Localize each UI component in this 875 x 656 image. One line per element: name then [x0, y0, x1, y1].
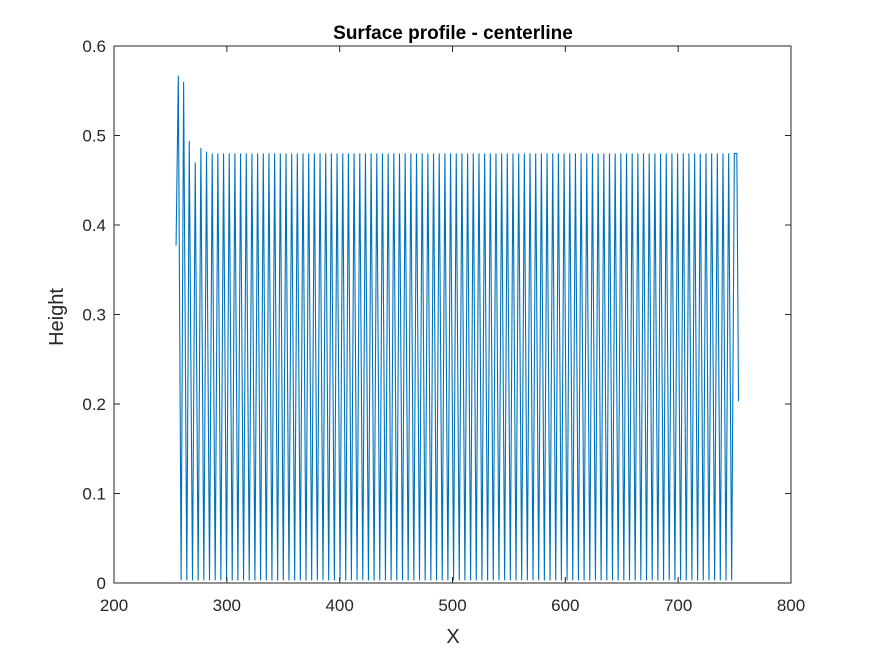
- y-axis-label: Height: [46, 288, 68, 346]
- x-tick-label: 600: [551, 596, 579, 615]
- x-tick-label: 200: [100, 596, 128, 615]
- x-tick-label: 700: [664, 596, 692, 615]
- y-tick-label: 0.5: [82, 127, 106, 146]
- x-tick-label: 300: [213, 596, 241, 615]
- y-tick-label: 0.1: [82, 485, 106, 504]
- x-axis-ticks: 200 300 400 500 600 700 800: [100, 46, 805, 615]
- x-tick-label: 800: [777, 596, 805, 615]
- axes-frame: [113, 45, 792, 584]
- y-tick-label: 0: [97, 574, 106, 593]
- x-tick-label: 500: [438, 596, 466, 615]
- y-tick-label: 0.6: [82, 37, 106, 56]
- y-tick-label: 0.3: [82, 306, 106, 325]
- x-tick-label: 400: [325, 596, 353, 615]
- y-tick-label: 0.4: [82, 216, 106, 235]
- x-axis-label: X: [446, 626, 459, 648]
- y-axis-ticks: 0 0.1 0.2 0.3 0.4 0.5 0.6: [82, 37, 791, 593]
- plot-area: 200 300 400 500 600 700 800 0 0.1 0.2 0.3 0.4 0.5 0.…: [82, 37, 805, 615]
- chart-title: Surface profile - centerline: [333, 23, 573, 44]
- series-line: [175, 75, 740, 581]
- y-tick-label: 0.2: [82, 395, 106, 414]
